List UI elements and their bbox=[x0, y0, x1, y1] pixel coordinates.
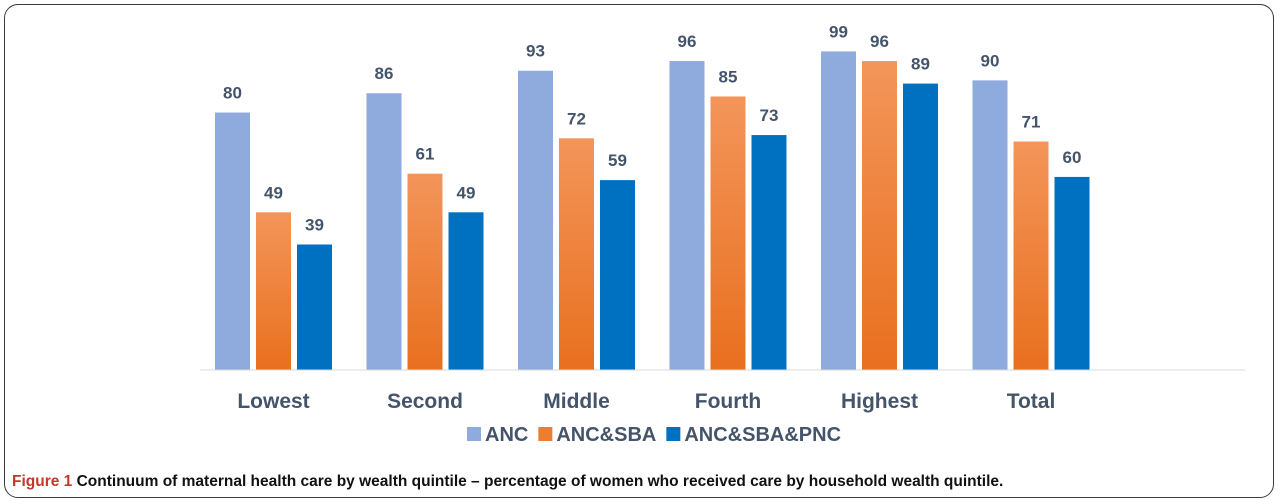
bar-fourth-anc-sba-pnc bbox=[751, 135, 787, 370]
legend-swatch bbox=[538, 427, 553, 441]
data-label: 96 bbox=[678, 32, 697, 51]
bar-fourth-anc bbox=[669, 61, 705, 370]
bar-lowest-anc bbox=[215, 112, 250, 370]
figure-label: Figure 1 bbox=[12, 473, 73, 490]
bar-chart: 80 49 39 86 61 49 93 72 59 96 85 73 99 96 89 90 71 60 Low… bbox=[200, 22, 1245, 446]
data-label: 89 bbox=[911, 55, 930, 74]
bars-layer bbox=[215, 51, 1090, 371]
data-label: 85 bbox=[719, 67, 738, 86]
bar-second-anc-sba bbox=[407, 173, 443, 370]
x-tick-label: Highest bbox=[841, 390, 918, 413]
data-label: 99 bbox=[829, 22, 848, 41]
data-label: 93 bbox=[526, 42, 545, 61]
legend-label: ANC&SBA bbox=[556, 424, 656, 446]
data-label: 71 bbox=[1022, 113, 1041, 132]
bar-second-anc-sba-pnc bbox=[448, 212, 484, 370]
bar-lowest-anc-sba-pnc bbox=[297, 244, 332, 370]
data-label: 80 bbox=[223, 84, 242, 103]
data-labels-layer: 80 49 39 86 61 49 93 72 59 96 85 73 99 96 89 90 71 60 bbox=[223, 22, 1081, 234]
bar-highest-anc-sba bbox=[862, 61, 897, 370]
bar-fourth-anc-sba bbox=[710, 96, 746, 371]
x-tick-labels: Lowest Second Middle Fourth Highest Total bbox=[237, 390, 1055, 413]
legend-swatch bbox=[467, 427, 481, 441]
data-label: 96 bbox=[870, 32, 889, 51]
x-tick-label: Middle bbox=[543, 390, 610, 413]
x-tick-label: Lowest bbox=[237, 390, 309, 413]
data-label: 39 bbox=[305, 215, 324, 234]
data-label: 61 bbox=[416, 145, 435, 164]
data-label: 73 bbox=[760, 106, 779, 125]
caption-text: Continuum of maternal health care by wea… bbox=[76, 473, 1004, 490]
bar-highest-anc bbox=[821, 51, 856, 370]
legend: ANC ANC&SBA ANC&SBA&PNC bbox=[467, 424, 841, 446]
bar-lowest-anc-sba bbox=[256, 212, 291, 370]
bar-total-anc-sba bbox=[1013, 141, 1049, 370]
bar-middle-anc bbox=[518, 70, 553, 370]
data-label: 90 bbox=[981, 51, 1000, 70]
bar-total-anc bbox=[972, 80, 1008, 370]
data-label: 60 bbox=[1063, 148, 1082, 167]
legend-swatch bbox=[666, 427, 681, 441]
legend-label: ANC bbox=[485, 424, 528, 446]
bar-highest-anc-sba-pnc bbox=[903, 83, 938, 370]
x-tick-label: Second bbox=[387, 390, 463, 413]
bar-middle-anc-sba-pnc bbox=[600, 180, 635, 370]
x-tick-label: Total bbox=[1007, 390, 1056, 413]
data-label: 59 bbox=[608, 151, 627, 170]
x-tick-label: Fourth bbox=[695, 390, 761, 413]
legend-label: ANC&SBA&PNC bbox=[684, 424, 841, 446]
figure-caption: Figure 1 Continuum of maternal health ca… bbox=[12, 473, 1003, 491]
data-label: 49 bbox=[457, 183, 476, 202]
data-label: 86 bbox=[375, 64, 394, 83]
bar-middle-anc-sba bbox=[559, 138, 594, 370]
data-label: 49 bbox=[264, 183, 283, 202]
data-label: 72 bbox=[567, 109, 586, 128]
bar-second-anc bbox=[366, 93, 402, 370]
bar-total-anc-sba-pnc bbox=[1054, 176, 1090, 370]
